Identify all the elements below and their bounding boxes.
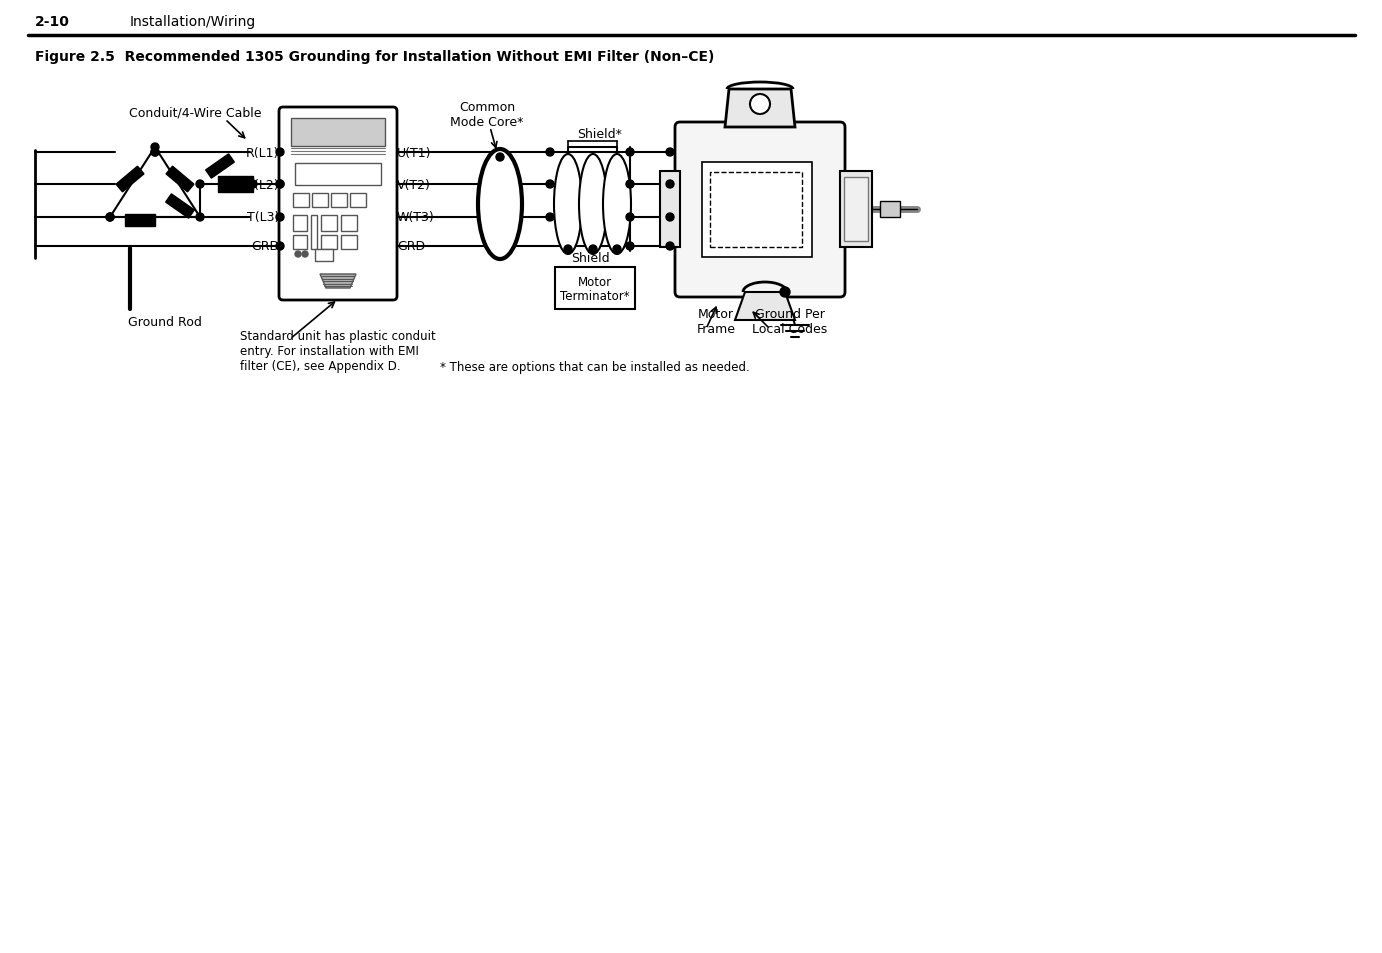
Bar (218, 177, 253, 193)
Bar (880, 202, 900, 218)
Text: GRD: GRD (397, 240, 426, 253)
Circle shape (626, 181, 634, 189)
Text: Motor
Frame: Motor Frame (697, 308, 735, 335)
Text: GRD: GRD (252, 240, 279, 253)
Polygon shape (735, 293, 795, 320)
Bar (315, 250, 333, 262)
Circle shape (666, 213, 674, 222)
Bar (341, 215, 357, 232)
Bar (166, 194, 195, 219)
Circle shape (106, 213, 113, 222)
Circle shape (564, 246, 572, 253)
Circle shape (249, 181, 257, 189)
Ellipse shape (603, 154, 632, 254)
Text: W(T3): W(T3) (397, 212, 435, 224)
Ellipse shape (554, 154, 582, 254)
FancyBboxPatch shape (279, 108, 397, 301)
Text: T(L3): T(L3) (246, 212, 279, 224)
Text: Figure 2.5  Recommended 1305 Grounding for Installation Without EMI Filter (Non–: Figure 2.5 Recommended 1305 Grounding fo… (35, 50, 714, 64)
Text: Shield: Shield (571, 252, 609, 264)
Polygon shape (726, 90, 795, 128)
Bar (710, 172, 802, 248)
Bar (311, 215, 316, 250)
Bar (556, 268, 634, 310)
Text: V(T2): V(T2) (397, 178, 431, 192)
Bar (312, 193, 328, 208)
Bar (332, 193, 347, 208)
Circle shape (276, 181, 283, 189)
Bar (844, 178, 868, 242)
Text: Common
Mode Core*: Common Mode Core* (451, 101, 524, 129)
Circle shape (546, 181, 554, 189)
Ellipse shape (478, 150, 522, 260)
Text: Motor: Motor (578, 275, 612, 288)
Text: Shield*: Shield* (578, 129, 622, 141)
Ellipse shape (579, 154, 607, 254)
Text: Ground Per
Local Codes: Ground Per Local Codes (752, 308, 828, 335)
Text: Standard unit has plastic conduit
entry. For installation with EMI
filter (CE), : Standard unit has plastic conduit entry.… (240, 330, 435, 373)
Bar (292, 119, 386, 147)
Circle shape (546, 149, 554, 157)
Polygon shape (321, 274, 357, 289)
Circle shape (589, 246, 597, 253)
Bar (124, 214, 155, 227)
Text: Terminator*: Terminator* (560, 289, 630, 302)
Circle shape (626, 149, 634, 157)
Circle shape (151, 149, 159, 157)
Circle shape (276, 213, 283, 222)
Circle shape (294, 252, 301, 257)
Circle shape (276, 149, 283, 157)
Bar (341, 235, 357, 250)
Circle shape (666, 149, 674, 157)
Circle shape (303, 252, 308, 257)
Circle shape (750, 95, 770, 115)
Text: 2-10: 2-10 (35, 15, 70, 29)
Circle shape (666, 243, 674, 251)
Circle shape (496, 153, 504, 162)
Bar (840, 172, 872, 248)
Bar (293, 193, 310, 208)
Circle shape (546, 213, 554, 222)
Text: * These are options that can be installed as needed.: * These are options that can be installe… (439, 361, 750, 375)
Circle shape (779, 288, 791, 297)
Circle shape (276, 181, 283, 189)
Bar (321, 215, 337, 232)
Circle shape (276, 243, 283, 251)
Bar (293, 215, 307, 232)
Text: U(T1): U(T1) (397, 147, 431, 159)
Circle shape (106, 213, 113, 222)
Text: R(L1): R(L1) (246, 147, 279, 159)
Bar (661, 172, 680, 248)
Bar (321, 235, 337, 250)
Bar (166, 167, 193, 193)
Bar (206, 154, 235, 179)
Bar (350, 193, 366, 208)
Circle shape (151, 149, 159, 157)
Bar (294, 164, 381, 186)
Bar (293, 235, 307, 250)
Circle shape (196, 213, 205, 222)
Text: Installation/Wiring: Installation/Wiring (130, 15, 256, 29)
Circle shape (614, 246, 621, 253)
FancyBboxPatch shape (674, 123, 844, 297)
Bar (116, 167, 144, 193)
Bar (702, 163, 813, 257)
Circle shape (196, 181, 205, 189)
Text: S(L2): S(L2) (246, 178, 279, 192)
Circle shape (666, 181, 674, 189)
Text: Conduit/4-Wire Cable: Conduit/4-Wire Cable (129, 107, 261, 119)
Circle shape (626, 213, 634, 222)
Text: Ground Rod: Ground Rod (129, 315, 202, 328)
Circle shape (151, 144, 159, 152)
Circle shape (626, 243, 634, 251)
